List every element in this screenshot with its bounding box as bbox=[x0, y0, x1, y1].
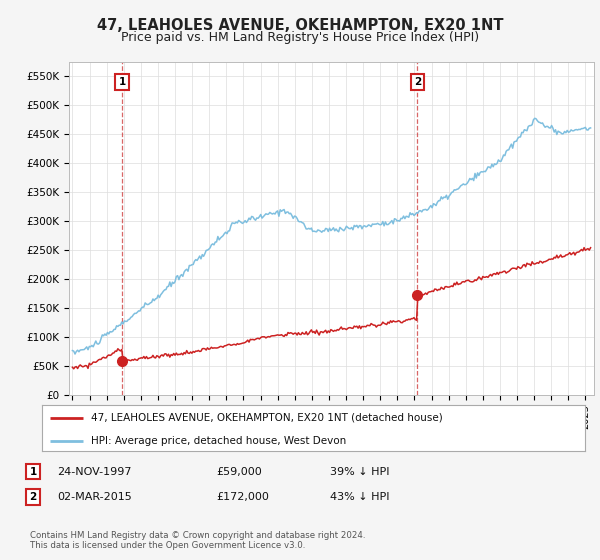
Text: 24-NOV-1997: 24-NOV-1997 bbox=[57, 466, 131, 477]
Text: 43% ↓ HPI: 43% ↓ HPI bbox=[330, 492, 389, 502]
Text: 02-MAR-2015: 02-MAR-2015 bbox=[57, 492, 132, 502]
Text: HPI: Average price, detached house, West Devon: HPI: Average price, detached house, West… bbox=[91, 436, 346, 446]
Text: Price paid vs. HM Land Registry's House Price Index (HPI): Price paid vs. HM Land Registry's House … bbox=[121, 31, 479, 44]
Text: 47, LEAHOLES AVENUE, OKEHAMPTON, EX20 1NT: 47, LEAHOLES AVENUE, OKEHAMPTON, EX20 1N… bbox=[97, 18, 503, 34]
Text: £172,000: £172,000 bbox=[216, 492, 269, 502]
Text: 1: 1 bbox=[29, 466, 37, 477]
Text: 2: 2 bbox=[414, 77, 421, 87]
Text: 39% ↓ HPI: 39% ↓ HPI bbox=[330, 466, 389, 477]
Text: 47, LEAHOLES AVENUE, OKEHAMPTON, EX20 1NT (detached house): 47, LEAHOLES AVENUE, OKEHAMPTON, EX20 1N… bbox=[91, 413, 443, 423]
Text: 2: 2 bbox=[29, 492, 37, 502]
Text: Contains HM Land Registry data © Crown copyright and database right 2024.
This d: Contains HM Land Registry data © Crown c… bbox=[30, 531, 365, 550]
Text: £59,000: £59,000 bbox=[216, 466, 262, 477]
Text: 1: 1 bbox=[118, 77, 125, 87]
